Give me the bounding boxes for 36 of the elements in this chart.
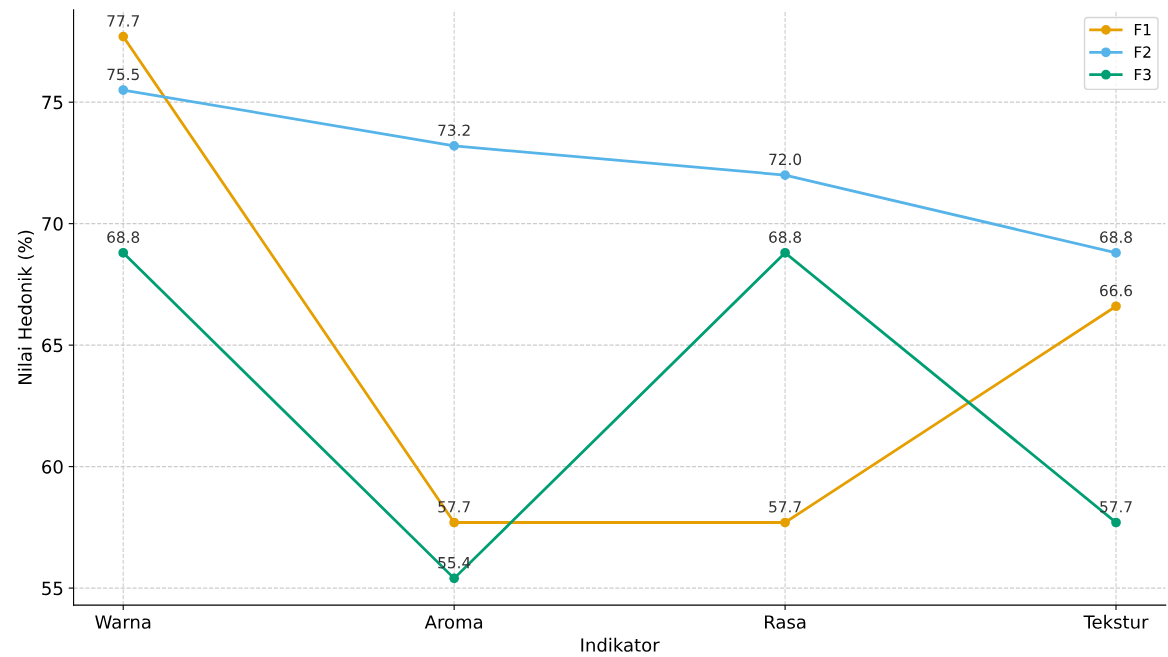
legend-label: F3 [1134, 68, 1151, 81]
point [118, 85, 129, 95]
y-tick-label: 70 [42, 217, 63, 231]
y-tick-label: 60 [42, 460, 63, 474]
point [780, 247, 790, 258]
point [1111, 301, 1121, 312]
x-tick-label: Rasa [765, 615, 806, 629]
data-label: 75.5 [107, 68, 139, 81]
data-label: 77.7 [107, 15, 139, 27]
point [449, 517, 460, 528]
data-label: 68.8 [1100, 231, 1132, 243]
y-tick-label: 75 [42, 95, 63, 110]
data-label: 73.2 [438, 124, 470, 137]
x-tick-label: Tekstur [1083, 614, 1149, 629]
point [449, 141, 460, 151]
y-tick-label: 55 [42, 581, 63, 596]
point [1111, 517, 1121, 528]
point [449, 573, 460, 584]
data-label: 66.6 [1100, 284, 1133, 297]
y-tick-label: 65 [42, 338, 63, 353]
point [1111, 247, 1121, 258]
data-label: 68.8 [769, 231, 802, 243]
data-label: 57.7 [1100, 501, 1132, 513]
legend-label: F1 [1134, 24, 1151, 36]
y-axis-title: Nilai Hedonik (%) [17, 230, 34, 384]
x-axis-title: Indikator [581, 637, 660, 652]
point [118, 31, 129, 42]
data-label: 68.8 [107, 231, 140, 243]
point [118, 247, 129, 258]
point [780, 517, 790, 528]
data-label: 57.7 [769, 501, 801, 513]
data-label: 72.0 [769, 153, 802, 166]
x-tick-label: Warna [95, 615, 151, 629]
x-tick-label: Aroma [424, 615, 483, 629]
point [780, 170, 790, 180]
legend-label: F2 [1134, 46, 1151, 58]
